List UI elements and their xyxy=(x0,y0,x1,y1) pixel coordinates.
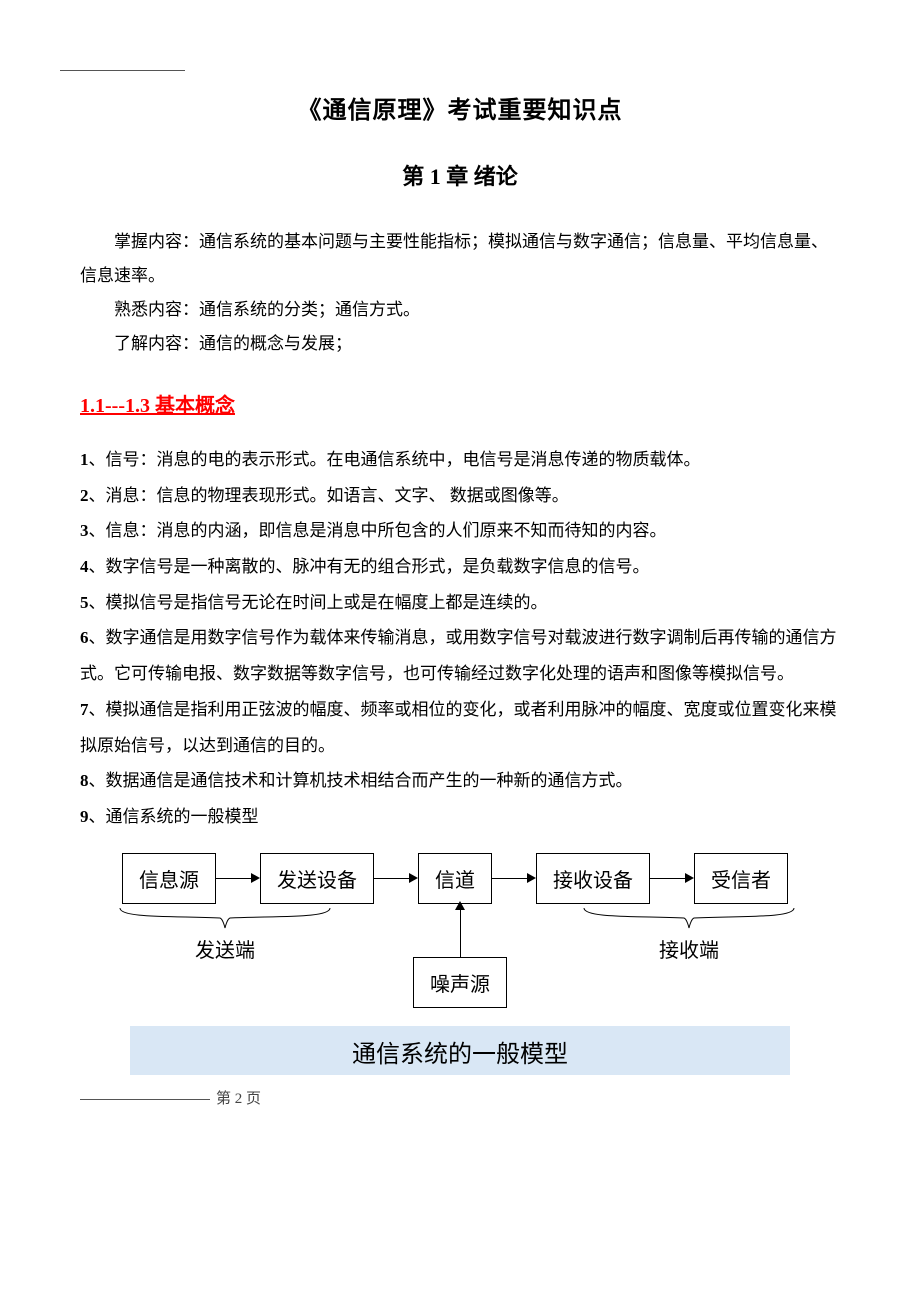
list-item: 8、数据通信是通信技术和计算机技术相结合而产生的一种新的通信方式。 xyxy=(80,763,840,799)
tx-side-label: 发送端 xyxy=(195,934,255,963)
arrow-right-icon xyxy=(492,869,536,887)
page-footer: 第 2 页 xyxy=(80,1087,840,1108)
section-header: 1.1---1.3 基本概念 xyxy=(80,389,840,418)
brace-icon xyxy=(574,906,804,932)
intro-understand: 了解内容：通信的概念与发展； xyxy=(80,327,840,361)
intro-familiar: 熟悉内容：通信系统的分类；通信方式。 xyxy=(80,293,840,327)
intro-master: 掌握内容：通信系统的基本问题与主要性能指标；模拟通信与数字通信；信息量、平均信息… xyxy=(80,225,840,293)
brace-icon xyxy=(110,906,340,932)
concept-list: 1、信号：消息的电的表示形式。在电通信系统中，电信号是消息传递的物质载体。 2、… xyxy=(80,442,840,835)
footer-rule xyxy=(80,1099,210,1100)
arrow-right-icon xyxy=(650,869,694,887)
list-item: 7、模拟通信是指利用正弦波的幅度、频率或相位的变化，或者利用脉冲的幅度、宽度或位… xyxy=(80,692,840,763)
diagram-caption: 通信系统的一般模型 xyxy=(130,1026,790,1075)
rx-side-label: 接收端 xyxy=(659,934,719,963)
node-rx: 接收设备 xyxy=(536,853,650,904)
document-page: 《通信原理》考试重要知识点 第 1 章 绪论 掌握内容：通信系统的基本问题与主要… xyxy=(0,0,920,1148)
arrow-right-icon xyxy=(374,869,418,887)
list-item: 1、信号：消息的电的表示形式。在电通信系统中，电信号是消息传递的物质载体。 xyxy=(80,442,840,478)
node-channel: 信道 xyxy=(418,853,492,904)
list-item: 3、信息：消息的内涵，即信息是消息中所包含的人们原来不知而待知的内容。 xyxy=(80,513,840,549)
page-number: 第 2 页 xyxy=(216,1091,261,1107)
rx-side-group: 接收端 xyxy=(574,906,804,963)
list-item: 4、数字信号是一种离散的、脉冲有无的组合形式，是负载数字信息的信号。 xyxy=(80,549,840,585)
system-model-diagram: 信息源 发送设备 信道 接收设备 受信者 发送端 接 xyxy=(80,853,840,1075)
chapter-title: 第 1 章 绪论 xyxy=(80,159,840,191)
list-item: 5、模拟信号是指信号无论在时间上或是在幅度上都是连续的。 xyxy=(80,585,840,621)
node-source: 信息源 xyxy=(122,853,216,904)
flow-row: 信息源 发送设备 信道 接收设备 受信者 xyxy=(70,853,840,904)
node-tx: 发送设备 xyxy=(260,853,374,904)
doc-title: 《通信原理》考试重要知识点 xyxy=(80,90,840,125)
list-item: 6、数字通信是用数字信号作为载体来传输消息，或用数字信号对载波进行数字调制后再传… xyxy=(80,620,840,691)
arrow-right-icon xyxy=(216,869,260,887)
list-item: 2、消息：信息的物理表现形式。如语言、文字、 数据或图像等。 xyxy=(80,478,840,514)
channel-column: 信道 xyxy=(418,853,492,904)
header-rule xyxy=(60,70,185,71)
list-item: 9、通信系统的一般模型 xyxy=(80,799,840,835)
node-sink: 受信者 xyxy=(694,853,788,904)
tx-side-group: 发送端 xyxy=(110,906,340,963)
node-noise: 噪声源 xyxy=(413,957,507,1008)
arrow-up-icon xyxy=(451,901,469,957)
